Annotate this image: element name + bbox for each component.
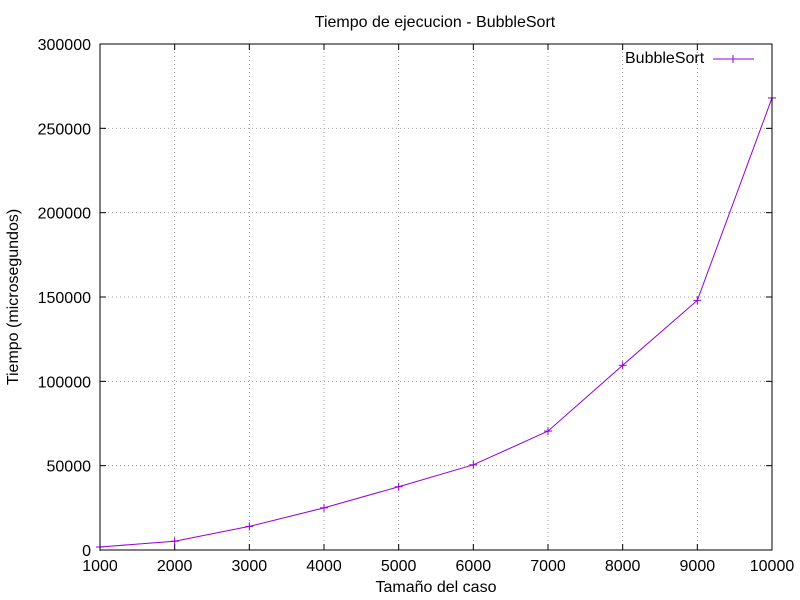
y-tick-label: 200000: [38, 206, 91, 223]
data-point-marker: [618, 361, 627, 370]
x-tick-label: 5000: [381, 558, 417, 575]
y-tick-label: 150000: [38, 290, 91, 307]
chart-title: Tiempo de ejecucion - BubbleSort: [315, 14, 556, 31]
data-point-marker: [320, 503, 328, 512]
x-tick-label: 3000: [232, 558, 268, 575]
y-tick-label: 50000: [47, 459, 92, 476]
data-point-marker: [469, 460, 478, 469]
x-tick-label: 1000: [82, 558, 118, 575]
y-tick-label: 0: [82, 543, 91, 560]
x-tick-label: 9000: [680, 558, 716, 575]
x-tick-label: 4000: [306, 558, 342, 575]
x-tick-label: 2000: [157, 558, 193, 575]
tick-layer: 1000 2000 3000 4000 5000 6000 7000 8000 9000 1000…: [38, 37, 795, 575]
x-axis-label: Tamaño del caso: [376, 579, 497, 596]
data-point-marker: [394, 482, 403, 491]
data-point-marker: [693, 296, 702, 305]
x-tick-label: 8000: [605, 558, 641, 575]
data-point-marker: [170, 537, 179, 546]
y-axis-label: Tiempo (microsegundos): [5, 209, 22, 385]
y-tick-label: 250000: [38, 121, 91, 138]
legend-label: BubbleSort: [625, 50, 705, 67]
series-line: [99, 97, 773, 548]
legend: BubbleSort: [625, 50, 754, 67]
y-tick-label: 300000: [38, 37, 91, 54]
series-layer: [96, 93, 776, 551]
y-tick-label: 100000: [38, 374, 91, 391]
x-tick-label: 7000: [530, 558, 566, 575]
data-point-marker: [245, 522, 254, 531]
x-tick-label: 10000: [750, 558, 795, 575]
data-point-marker: [544, 427, 552, 436]
plot-border: [99, 43, 773, 551]
legend-marker: [729, 55, 737, 63]
grid-layer: [100, 44, 772, 550]
x-tick-label: 6000: [456, 558, 492, 575]
